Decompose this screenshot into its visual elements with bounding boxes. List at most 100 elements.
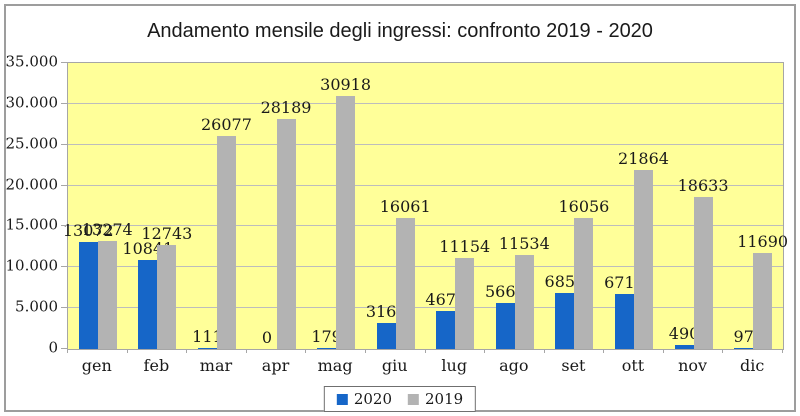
month-group-feb: 10841 12743 [122, 63, 192, 349]
data-label-2019-ott: 21864 [618, 149, 669, 169]
bar-2020-ago: 5667 [485, 283, 526, 349]
x-axis-label-mar: mar [199, 356, 233, 375]
data-label-2019-dic: 11690 [737, 232, 789, 252]
x-axis-label-nov: nov [678, 356, 708, 375]
x-tick-mark [782, 349, 783, 353]
y-tick-mark [61, 184, 67, 186]
y-tick-label: 15.000 [5, 215, 59, 234]
bar-2019-ott: 21864 [618, 151, 669, 349]
plot-area: 13072 13274 10841 12743 111 26077 0 28189 179 309… [63, 62, 788, 350]
bar-2019-apr: 28189 [261, 99, 311, 349]
x-tick-mark [67, 349, 68, 353]
bar-2019-mar: 26077 [201, 116, 252, 349]
legend: 2020 2019 [323, 386, 477, 412]
legend-item-2019: 2019 [408, 390, 463, 408]
month-group-lug: 4670 11154 [425, 63, 490, 349]
data-label-2020-nov: 490 [668, 324, 700, 343]
x-tick-mark [186, 349, 188, 353]
bar-2019-feb: 12743 [141, 225, 192, 349]
data-label-2019-set: 16056 [558, 196, 610, 216]
x-tick-mark [424, 349, 426, 353]
y-tick-mark [61, 348, 67, 349]
legend-item-2020: 2020 [336, 390, 392, 408]
y-tick-label: 20.000 [5, 175, 59, 194]
x-tick-mark [603, 349, 605, 353]
y-axis-labels: 0 5.000 10.000 15.000 20.000 25.000 30.000 35.0… [4, 54, 59, 355]
x-axis-label-ago: ago [499, 356, 529, 375]
month-group-nov: 490 18633 [664, 63, 729, 349]
month-group-mag: 179 30918 [306, 63, 371, 349]
month-group-ago: 5667 11534 [485, 63, 550, 349]
bar-2019-dic: 11690 [737, 234, 788, 349]
gridline [68, 143, 783, 145]
y-tick-label: 25.000 [5, 134, 59, 153]
gridline [68, 307, 783, 309]
data-label-2019-mar: 26077 [200, 114, 252, 134]
gridline [68, 266, 783, 268]
data-label-2019-apr: 28189 [260, 97, 312, 117]
x-tick-mark [245, 349, 247, 353]
y-tick-mark [61, 102, 67, 104]
x-tick-mark [722, 349, 724, 353]
data-label-2019-nov: 18633 [677, 175, 729, 195]
bars-container: 13072 13274 10841 12743 111 26077 0 28189 179 309… [63, 63, 788, 349]
bar-2020-gen: 13072 [63, 223, 114, 349]
x-axis-label-giu: giu [381, 356, 408, 375]
x-axis-label-set: set [561, 356, 586, 375]
bar-2019-nov: 18633 [678, 177, 729, 349]
bar-2020-mag: 179 [311, 328, 342, 349]
data-label-2019-gen: 13274 [81, 219, 133, 239]
x-axis-label-mag: mag [317, 356, 353, 375]
data-label-2020-mag: 179 [311, 326, 342, 346]
y-tick-label: 10.000 [5, 256, 59, 275]
month-group-giu: 3161 16061 [366, 63, 431, 349]
gridline [68, 225, 783, 227]
bar-2020-set: 6855 [545, 274, 585, 349]
legend-swatch-2020 [336, 393, 348, 405]
x-axis-label-ott: ott [621, 356, 645, 375]
x-tick-mark [662, 349, 664, 353]
bar-2019-set: 16056 [558, 198, 609, 349]
bar-2019-gen: 13274 [82, 221, 133, 349]
x-axis-label-apr: apr [261, 356, 290, 375]
y-tick-label: 5.000 [15, 297, 58, 316]
data-label-2020-gen: 13072 [62, 221, 114, 241]
y-tick-label: 30.000 [5, 93, 59, 112]
x-tick-mark [126, 349, 128, 353]
x-tick-mark [364, 349, 366, 353]
month-group-set: 6855 16056 [545, 63, 609, 349]
x-tick-mark [543, 349, 545, 353]
data-label-2019-lug: 11154 [439, 236, 491, 256]
x-axis-label-feb: feb [143, 356, 170, 375]
bar-2020-ott: 6713 [604, 275, 645, 349]
bar-2019-giu: 16061 [380, 198, 431, 349]
legend-swatch-2019 [408, 393, 419, 405]
y-tick-mark [61, 266, 67, 268]
y-tick-label: 0 [48, 338, 58, 357]
x-axis-label-gen: gen [81, 356, 112, 375]
y-tick-mark [61, 62, 67, 63]
y-tick-label: 35.000 [5, 52, 59, 71]
bar-2020-feb: 10841 [122, 241, 173, 349]
x-axis-label-lug: lug [441, 356, 468, 375]
data-label-2019-giu: 16061 [379, 196, 431, 216]
bar-2019-mag: 30918 [320, 77, 371, 349]
bar-2020-nov: 490 [669, 326, 699, 349]
data-label-2020-dic: 97 [733, 327, 754, 347]
bar-2019-lug: 11154 [439, 238, 490, 349]
chart-title: Andamento mensile degli ingressi: confro… [147, 20, 653, 42]
bar-2020-lug: 4670 [425, 291, 466, 349]
bar-2020-dic: 97 [733, 329, 754, 349]
y-tick-mark [61, 225, 67, 227]
bar-2020-giu: 3161 [366, 304, 407, 349]
month-group-mar: 111 26077 [187, 63, 252, 349]
data-label-2019-ago: 11534 [498, 233, 550, 253]
month-group-dic: 97 11690 [723, 63, 788, 349]
data-label-2019-feb: 12743 [141, 223, 193, 243]
data-label-2019-mag: 30918 [320, 75, 372, 95]
gridline [68, 184, 783, 186]
legend-label-2020: 2020 [353, 390, 392, 408]
x-tick-mark [484, 349, 486, 353]
bar-2019-ago: 11534 [499, 235, 550, 349]
